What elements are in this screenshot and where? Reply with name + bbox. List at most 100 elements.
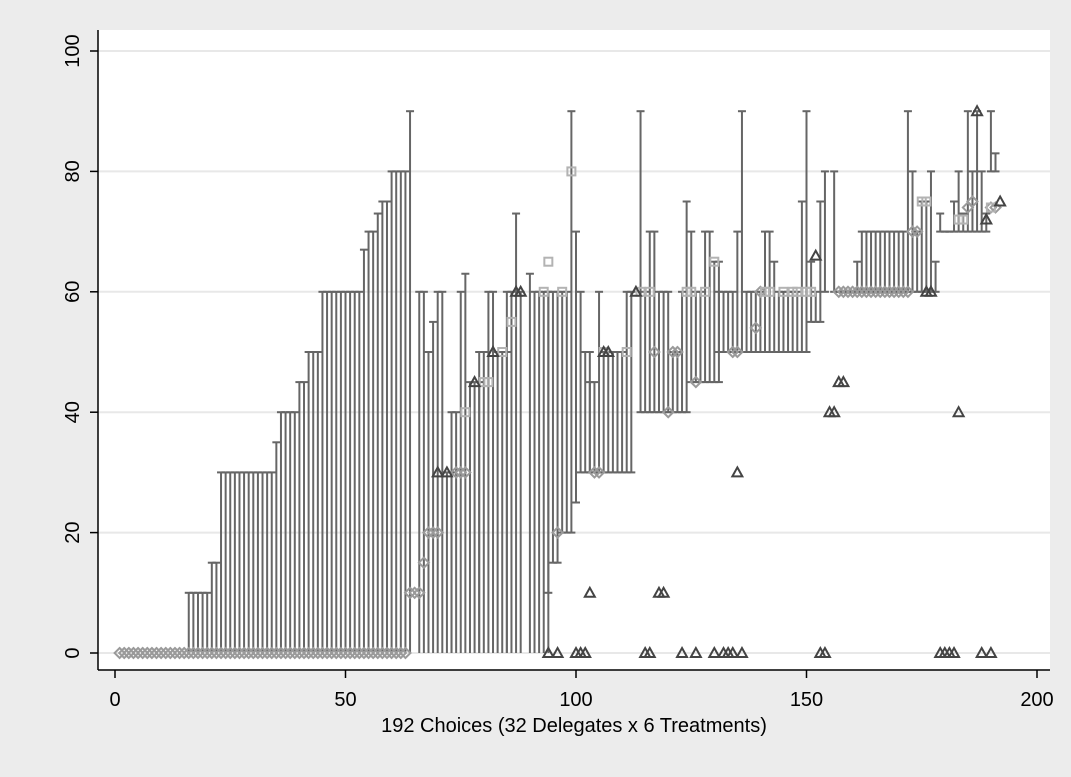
- triangle-marker: [979, 212, 993, 225]
- diamond-marker: [260, 646, 274, 660]
- diamond-marker: [348, 646, 362, 660]
- diamond-marker: [892, 285, 906, 299]
- diamond-marker: [196, 646, 210, 660]
- diamond-marker: [200, 646, 214, 660]
- diamond-marker: [205, 646, 219, 660]
- triangle-marker: [951, 405, 966, 418]
- diamond-marker: [371, 646, 385, 660]
- diamond-marker: [223, 646, 237, 660]
- diamond-marker: [329, 646, 343, 660]
- diamond-marker: [966, 195, 979, 208]
- diamond-marker: [339, 646, 352, 660]
- triangle-marker: [601, 344, 615, 357]
- diamond-marker: [292, 646, 306, 660]
- diamond-marker: [901, 285, 915, 299]
- diamond-marker: [869, 285, 883, 299]
- square-marker: [506, 316, 517, 327]
- diamond-marker: [131, 646, 145, 660]
- square-marker: [686, 286, 697, 297]
- diamond-marker: [325, 646, 339, 660]
- diamond-marker: [352, 646, 366, 660]
- diamond-marker: [173, 646, 186, 660]
- diamond-marker: [297, 646, 311, 660]
- triangle-marker: [550, 645, 565, 658]
- x-tick-label: 200: [1020, 689, 1053, 711]
- triangle-marker: [656, 585, 671, 598]
- diamond-marker: [237, 646, 251, 660]
- diamond-marker: [551, 526, 564, 540]
- diamond-marker: [256, 646, 269, 660]
- diamond-marker: [887, 285, 901, 299]
- x-tick-label: 150: [790, 689, 823, 711]
- triangle-marker: [541, 645, 556, 658]
- diamond-marker: [855, 285, 869, 299]
- diamond-marker: [412, 586, 426, 600]
- y-tick-label: 100: [62, 34, 84, 67]
- square-marker: [538, 286, 549, 297]
- diamond-marker: [306, 646, 320, 660]
- diamond-marker: [159, 646, 173, 660]
- square-marker: [460, 407, 471, 418]
- triangle-marker: [827, 405, 841, 418]
- diamond-marker: [647, 345, 661, 359]
- diamond-marker: [726, 345, 740, 359]
- diamond-marker: [896, 285, 910, 299]
- y-tick-label: 40: [62, 401, 84, 423]
- diamond-marker: [689, 375, 703, 389]
- diamond-marker: [883, 285, 896, 299]
- diamond-marker: [389, 646, 403, 660]
- diamond-marker: [177, 646, 191, 660]
- diamond-marker: [168, 646, 182, 660]
- diamond-marker: [140, 646, 154, 660]
- diamond-marker: [403, 586, 417, 600]
- diamond-marker: [334, 646, 348, 660]
- diamond-marker: [127, 646, 140, 660]
- triangle-marker: [735, 645, 749, 658]
- triangle-marker: [726, 645, 740, 658]
- square-marker: [709, 256, 720, 267]
- diamond-marker: [283, 646, 297, 660]
- diamond-marker: [417, 556, 431, 570]
- diamond-marker: [841, 285, 855, 299]
- diamond-marker: [454, 465, 468, 479]
- diamond-marker: [242, 646, 256, 660]
- diamond-marker: [860, 285, 873, 299]
- diamond-marker: [832, 285, 846, 299]
- diamond-marker: [117, 646, 131, 660]
- diamond-marker: [150, 646, 163, 660]
- diamond-marker: [910, 225, 924, 239]
- x-tick-label: 100: [559, 689, 592, 711]
- diamond-marker: [408, 586, 422, 600]
- triangle-marker: [993, 194, 1007, 207]
- diamond-marker: [182, 646, 196, 660]
- y-tick-label: 80: [62, 160, 84, 182]
- square-marker: [483, 377, 494, 388]
- square-marker: [792, 286, 803, 297]
- square-marker: [644, 286, 655, 297]
- diamond-marker: [588, 465, 601, 479]
- y-tick-label: 20: [62, 521, 84, 543]
- diamond-marker: [219, 646, 233, 660]
- diamond-marker: [279, 646, 292, 660]
- diamond-marker: [906, 225, 919, 239]
- square-marker: [621, 347, 632, 357]
- diamond-marker: [246, 646, 260, 660]
- square-marker: [985, 202, 996, 213]
- triangle-marker: [583, 585, 597, 598]
- y-tick-label: 60: [62, 281, 84, 303]
- diamond-marker: [850, 285, 864, 299]
- diamond-marker: [288, 646, 302, 660]
- triangle-marker: [440, 465, 454, 478]
- triangle-marker: [467, 375, 482, 388]
- diamond-marker: [394, 646, 408, 660]
- square-marker: [806, 286, 817, 297]
- diamond-marker: [228, 646, 242, 660]
- axes: 0 20 40 60 80 100 0 50 100 150 200: [62, 30, 1054, 711]
- plot-background: [98, 30, 1050, 670]
- triangle-marker: [643, 645, 657, 658]
- diamond-marker: [136, 646, 150, 660]
- triangle-marker: [984, 645, 998, 658]
- diamond-marker: [458, 465, 472, 479]
